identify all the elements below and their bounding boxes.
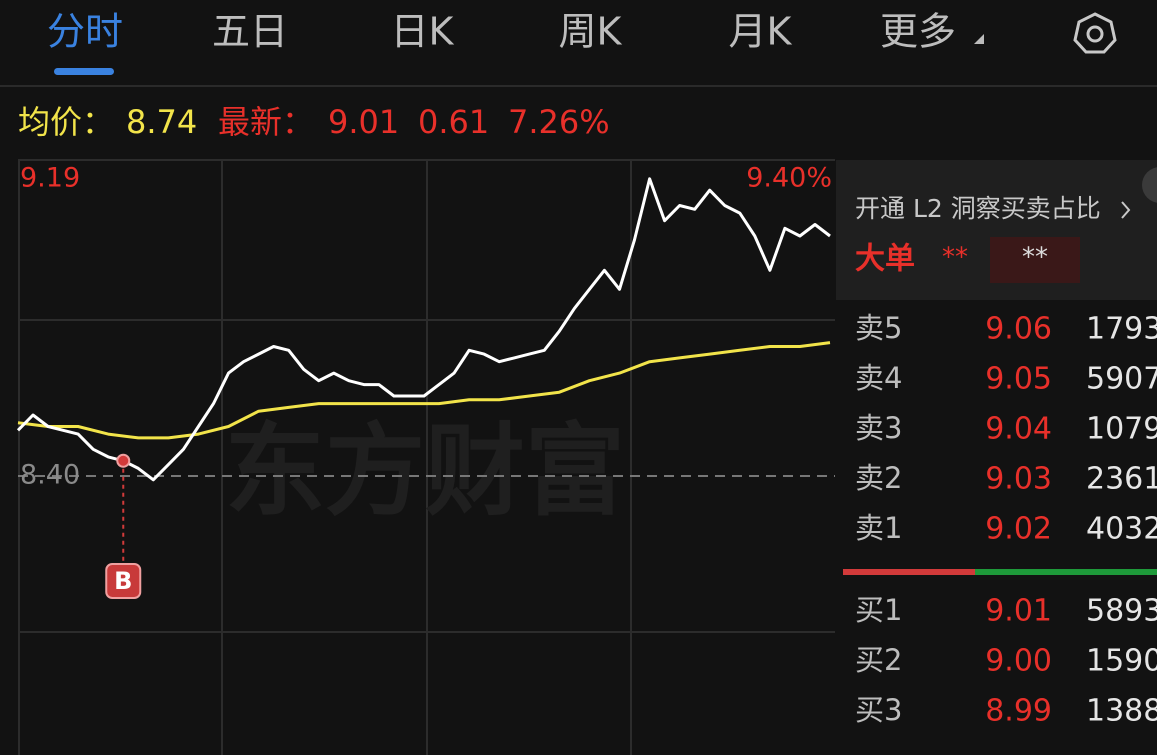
tab[interactable]: 日K (391, 10, 455, 54)
order-volume: 1793 (1086, 312, 1157, 347)
order-price: 8.99 (985, 694, 1052, 729)
order-volume: 4032 (1086, 512, 1157, 547)
more-caret (974, 34, 984, 44)
order-price: 9.01 (985, 594, 1052, 629)
order-level: 卖5 (855, 311, 902, 345)
order-level: 买3 (855, 693, 902, 727)
close-button[interactable] (1142, 167, 1157, 203)
summary-avg-label: 均价： (18, 103, 114, 141)
order-level: 卖1 (855, 511, 902, 545)
price-line (16, 177, 831, 482)
big-order-label: 大单 (855, 242, 915, 277)
summary-change: 0.61 (418, 103, 489, 141)
sell-ratio-bar (843, 569, 975, 575)
watermark: 东方财富 (225, 412, 625, 529)
plot-grid (18, 159, 835, 755)
big-order-value: ** (942, 243, 968, 273)
gear-hole (1086, 25, 1104, 43)
order-level: 卖4 (855, 361, 902, 395)
tab[interactable]: 周K (559, 10, 623, 54)
marker-label: B (114, 567, 132, 595)
settings-icon[interactable] (1073, 12, 1117, 54)
order-volume: 2361 (1086, 462, 1157, 497)
big-order-value: ** (1022, 243, 1048, 273)
y-tick-label: 8.40 (20, 460, 80, 491)
order-level: 买1 (855, 593, 902, 627)
order-price: 9.06 (985, 312, 1052, 347)
l2-promo[interactable]: 开通 L2 洞察买卖占比 (855, 194, 1101, 223)
order-level: 买2 (855, 643, 902, 677)
big-order-box (990, 237, 1080, 283)
order-price: 9.05 (985, 362, 1052, 397)
marker-badge (105, 563, 142, 599)
order-level: 卖2 (855, 461, 902, 495)
order-volume: 5893 (1086, 594, 1157, 629)
order-volume: 1079 (1086, 412, 1157, 447)
summary-latest-label: 最新： (218, 103, 314, 141)
summary-latest: 9.01 (328, 103, 399, 141)
order-price: 9.04 (985, 412, 1052, 447)
order-volume: 5907 (1086, 362, 1157, 397)
marker-dot (116, 453, 131, 468)
gear-outline (1073, 12, 1117, 54)
order-volume: 1388 (1086, 694, 1157, 729)
order-level: 卖3 (855, 411, 902, 445)
tab[interactable]: 五日 (212, 10, 288, 54)
buy-ratio-bar (975, 569, 1157, 575)
order-volume: 1590 (1086, 644, 1157, 679)
order-price: 9.02 (985, 512, 1052, 547)
summary-change-pct: 7.26% (508, 103, 610, 141)
y-tick-label: 9.19 (20, 163, 80, 194)
tab[interactable]: 更多 (880, 10, 956, 54)
y2-tick-label: 9.40% (746, 163, 832, 194)
summary-avg: 8.74 (126, 103, 197, 141)
average-line (17, 341, 831, 440)
active-tab-underline (54, 68, 114, 75)
tab[interactable]: 分时 (47, 10, 123, 54)
promo-chevron (1121, 201, 1131, 219)
order-price: 9.00 (985, 644, 1052, 679)
tab[interactable]: 月K (729, 10, 793, 54)
order-price: 9.03 (985, 462, 1052, 497)
